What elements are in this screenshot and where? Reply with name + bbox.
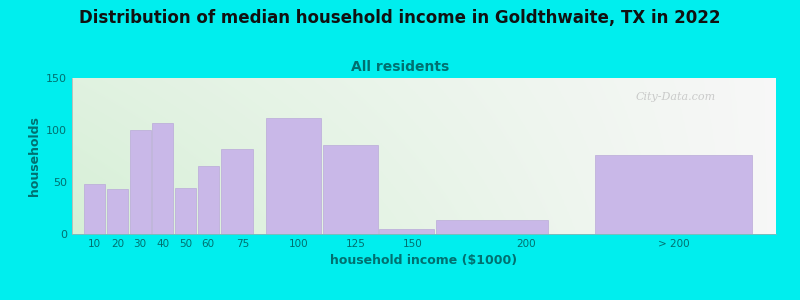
Bar	[152, 123, 174, 234]
Bar	[595, 155, 752, 234]
Bar	[322, 145, 378, 234]
Text: Distribution of median household income in Goldthwaite, TX in 2022: Distribution of median household income …	[79, 9, 721, 27]
Bar	[175, 188, 196, 234]
Bar	[379, 229, 434, 234]
Bar	[107, 189, 128, 234]
Bar	[266, 118, 321, 234]
X-axis label: household income ($1000): household income ($1000)	[330, 254, 518, 267]
Text: City-Data.com: City-Data.com	[635, 92, 715, 102]
Bar	[198, 167, 218, 234]
Bar	[130, 130, 150, 234]
Text: All residents: All residents	[351, 60, 449, 74]
Bar	[84, 184, 105, 234]
Y-axis label: households: households	[27, 116, 41, 196]
Bar	[436, 220, 548, 234]
Bar	[221, 149, 253, 234]
